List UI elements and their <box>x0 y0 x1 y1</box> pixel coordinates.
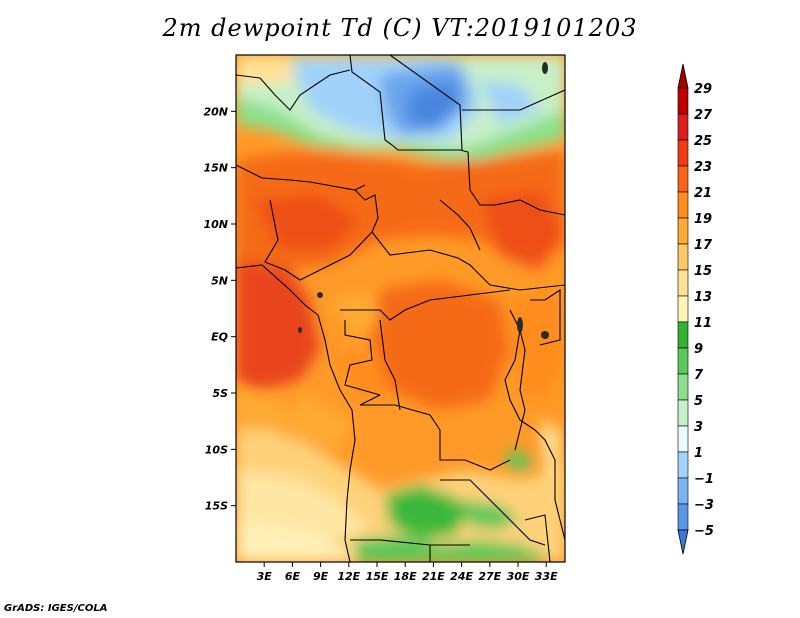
colorbar-label: 3 <box>694 420 703 435</box>
colorbar-swatch <box>677 373 689 401</box>
colorbar-label: −1 <box>694 472 714 487</box>
lat-tick-label: 20N <box>203 105 228 118</box>
colorbar-label: 11 <box>694 316 712 331</box>
lon-tick-label: 9E <box>313 570 329 583</box>
colorbar-label: 1 <box>694 446 703 461</box>
colorbar-label: 15 <box>694 264 712 279</box>
lat-tick-label: 5N <box>211 274 228 287</box>
colorbar-swatch <box>677 425 689 453</box>
colorbar-swatch <box>677 269 689 297</box>
colorbar-swatch <box>677 321 689 349</box>
colorbar-label: 7 <box>694 368 704 383</box>
lon-tick-label: 27E <box>478 570 501 583</box>
colorbar-label: −5 <box>694 524 714 539</box>
lon-tick-label: 3E <box>257 570 273 583</box>
colorbar-swatch <box>677 217 689 245</box>
longitude-axis: 3E 6E 9E 12E 15E 18E 21E 24E 27E 30E 33E <box>257 562 558 583</box>
lat-tick-label: 15S <box>205 500 228 513</box>
dewpoint-field <box>236 55 565 562</box>
colorbar-label: 13 <box>694 290 712 305</box>
colorbar-swatch <box>677 191 689 219</box>
chart-title: 2m dewpoint Td (C) VT:2019101203 <box>162 14 638 42</box>
colorbar-label: 23 <box>694 160 712 175</box>
lat-tick-label: 10N <box>203 218 228 231</box>
latitude-axis: 20N 15N 10N 5N EQ 5S 10S 15S <box>203 105 236 513</box>
colorbar-swatch <box>677 477 689 505</box>
colorbar-label: 19 <box>694 212 712 227</box>
colorbar-swatch <box>677 295 689 323</box>
lon-tick-label: 21E <box>422 570 445 583</box>
colorbar-top-arrow <box>677 63 689 89</box>
lon-tick-label: 12E <box>337 570 360 583</box>
colorbar-swatch <box>677 503 689 531</box>
colorbar-label: 17 <box>694 238 713 253</box>
colorbar-swatch <box>677 113 689 141</box>
lon-tick-label: 33E <box>535 570 558 583</box>
lat-tick-label: 15N <box>203 162 228 175</box>
colorbar-label: 5 <box>694 394 703 409</box>
colorbar-label: 29 <box>694 82 712 97</box>
colorbar: 29 27 25 23 21 19 17 15 13 11 9 7 5 3 1 −1 −3 −5 <box>677 63 714 555</box>
country-borders <box>236 55 565 562</box>
map-frame <box>235 54 566 563</box>
colorbar-swatch <box>677 165 689 193</box>
colorbar-swatch <box>677 139 689 167</box>
lat-tick-label: 5S <box>212 387 228 400</box>
colorbar-swatch <box>677 347 689 375</box>
colorbar-label: −3 <box>694 498 714 513</box>
lat-tick-label: 10S <box>205 443 228 456</box>
colorbar-label: 21 <box>694 186 712 201</box>
lon-tick-label: 6E <box>285 570 301 583</box>
lon-tick-label: 24E <box>450 570 473 583</box>
lon-tick-label: 15E <box>366 570 389 583</box>
colorbar-swatch <box>677 87 689 115</box>
colorbar-bottom-arrow <box>677 529 689 555</box>
colorbar-swatch <box>677 243 689 271</box>
colorbar-swatch <box>677 451 689 479</box>
lat-tick-label: EQ <box>211 331 228 344</box>
lon-tick-label: 30E <box>507 570 530 583</box>
lon-tick-label: 18E <box>394 570 417 583</box>
colorbar-label: 27 <box>694 108 713 123</box>
colorbar-label: 25 <box>694 134 712 149</box>
lakes <box>298 62 549 339</box>
colorbar-label: 9 <box>694 342 703 357</box>
credit-text: GrADS: IGES/COLA <box>4 603 108 614</box>
colorbar-swatch <box>677 399 689 427</box>
